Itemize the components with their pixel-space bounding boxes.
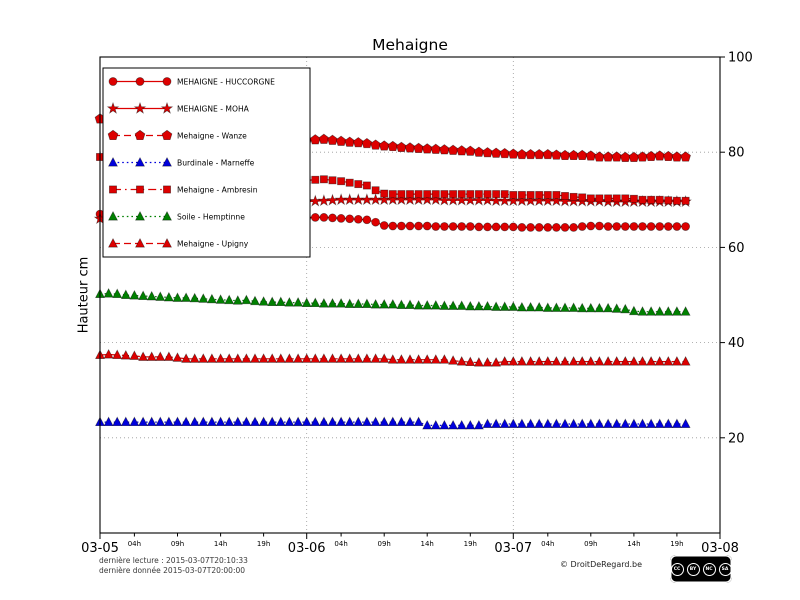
copyright-text: © DroitDeRegard.be [560,560,643,569]
cc-icon: CC [670,562,684,576]
footer-last-reading: dernière lecture : 2015-03-07T20:10:33 [99,556,248,565]
legend-label: Mehaigne - Upigny [177,239,249,248]
x-hour-label: 14h [421,540,434,548]
y-tick-label: 60 [728,241,745,256]
x-hour-label: 19h [670,540,683,548]
y-tick-label: 80 [728,146,745,161]
x-day-label: 03-05 [81,541,119,556]
series-hemptinne [95,288,691,316]
chart-title: Mehaigne [372,36,448,54]
x-day-label: 03-08 [701,541,739,556]
x-hour-label: 04h [128,540,141,548]
x-hour-label: 19h [464,540,477,548]
cc-license-badge: CC BY NC SA [670,555,732,583]
x-hour-label: 14h [214,540,227,548]
x-day-label: 03-06 [288,541,326,556]
y-tick-label: 20 [728,431,745,446]
legend-label: Mehaigne - Wanze [177,131,247,140]
axes: 20 40 60 80 100 03-05 03-06 03-07 03-08 04h 09h 14h… [81,51,753,557]
y-tick-label: 40 [728,336,745,351]
legend-label: MEHAIGNE - HUCCORGNE [177,77,275,86]
x-hour-label: 09h [378,540,391,548]
legend-label: Burdinale - Marneffe [177,158,255,167]
legend: MEHAIGNE - HUCCORGNE MEHAIGNE - MOHA Mehai… [102,67,311,258]
x-hour-label: 19h [257,540,270,548]
x-hour-label: 04h [334,540,347,548]
series-marneffe [95,416,691,430]
series-upigny [95,348,691,367]
sa-icon: SA [718,562,732,576]
legend-label: Mehaigne - Ambresin [177,185,258,194]
y-tick-label: 100 [728,51,753,66]
x-hour-label: 04h [541,540,554,548]
y-axis-label: Hauteur cm [76,256,92,334]
legend-label: MEHAIGNE - MOHA [177,104,250,113]
nc-icon: NC [702,562,716,576]
x-hour-label: 14h [627,540,640,548]
x-hour-label: 09h [171,540,184,548]
x-hour-label: 09h [584,540,597,548]
footer-last-data: dernière donnée 2015-03-07T20:00:00 [99,566,246,575]
legend-label: Soile - Hemptinne [177,212,245,221]
by-icon: BY [686,562,700,576]
x-day-label: 03-07 [494,541,532,556]
